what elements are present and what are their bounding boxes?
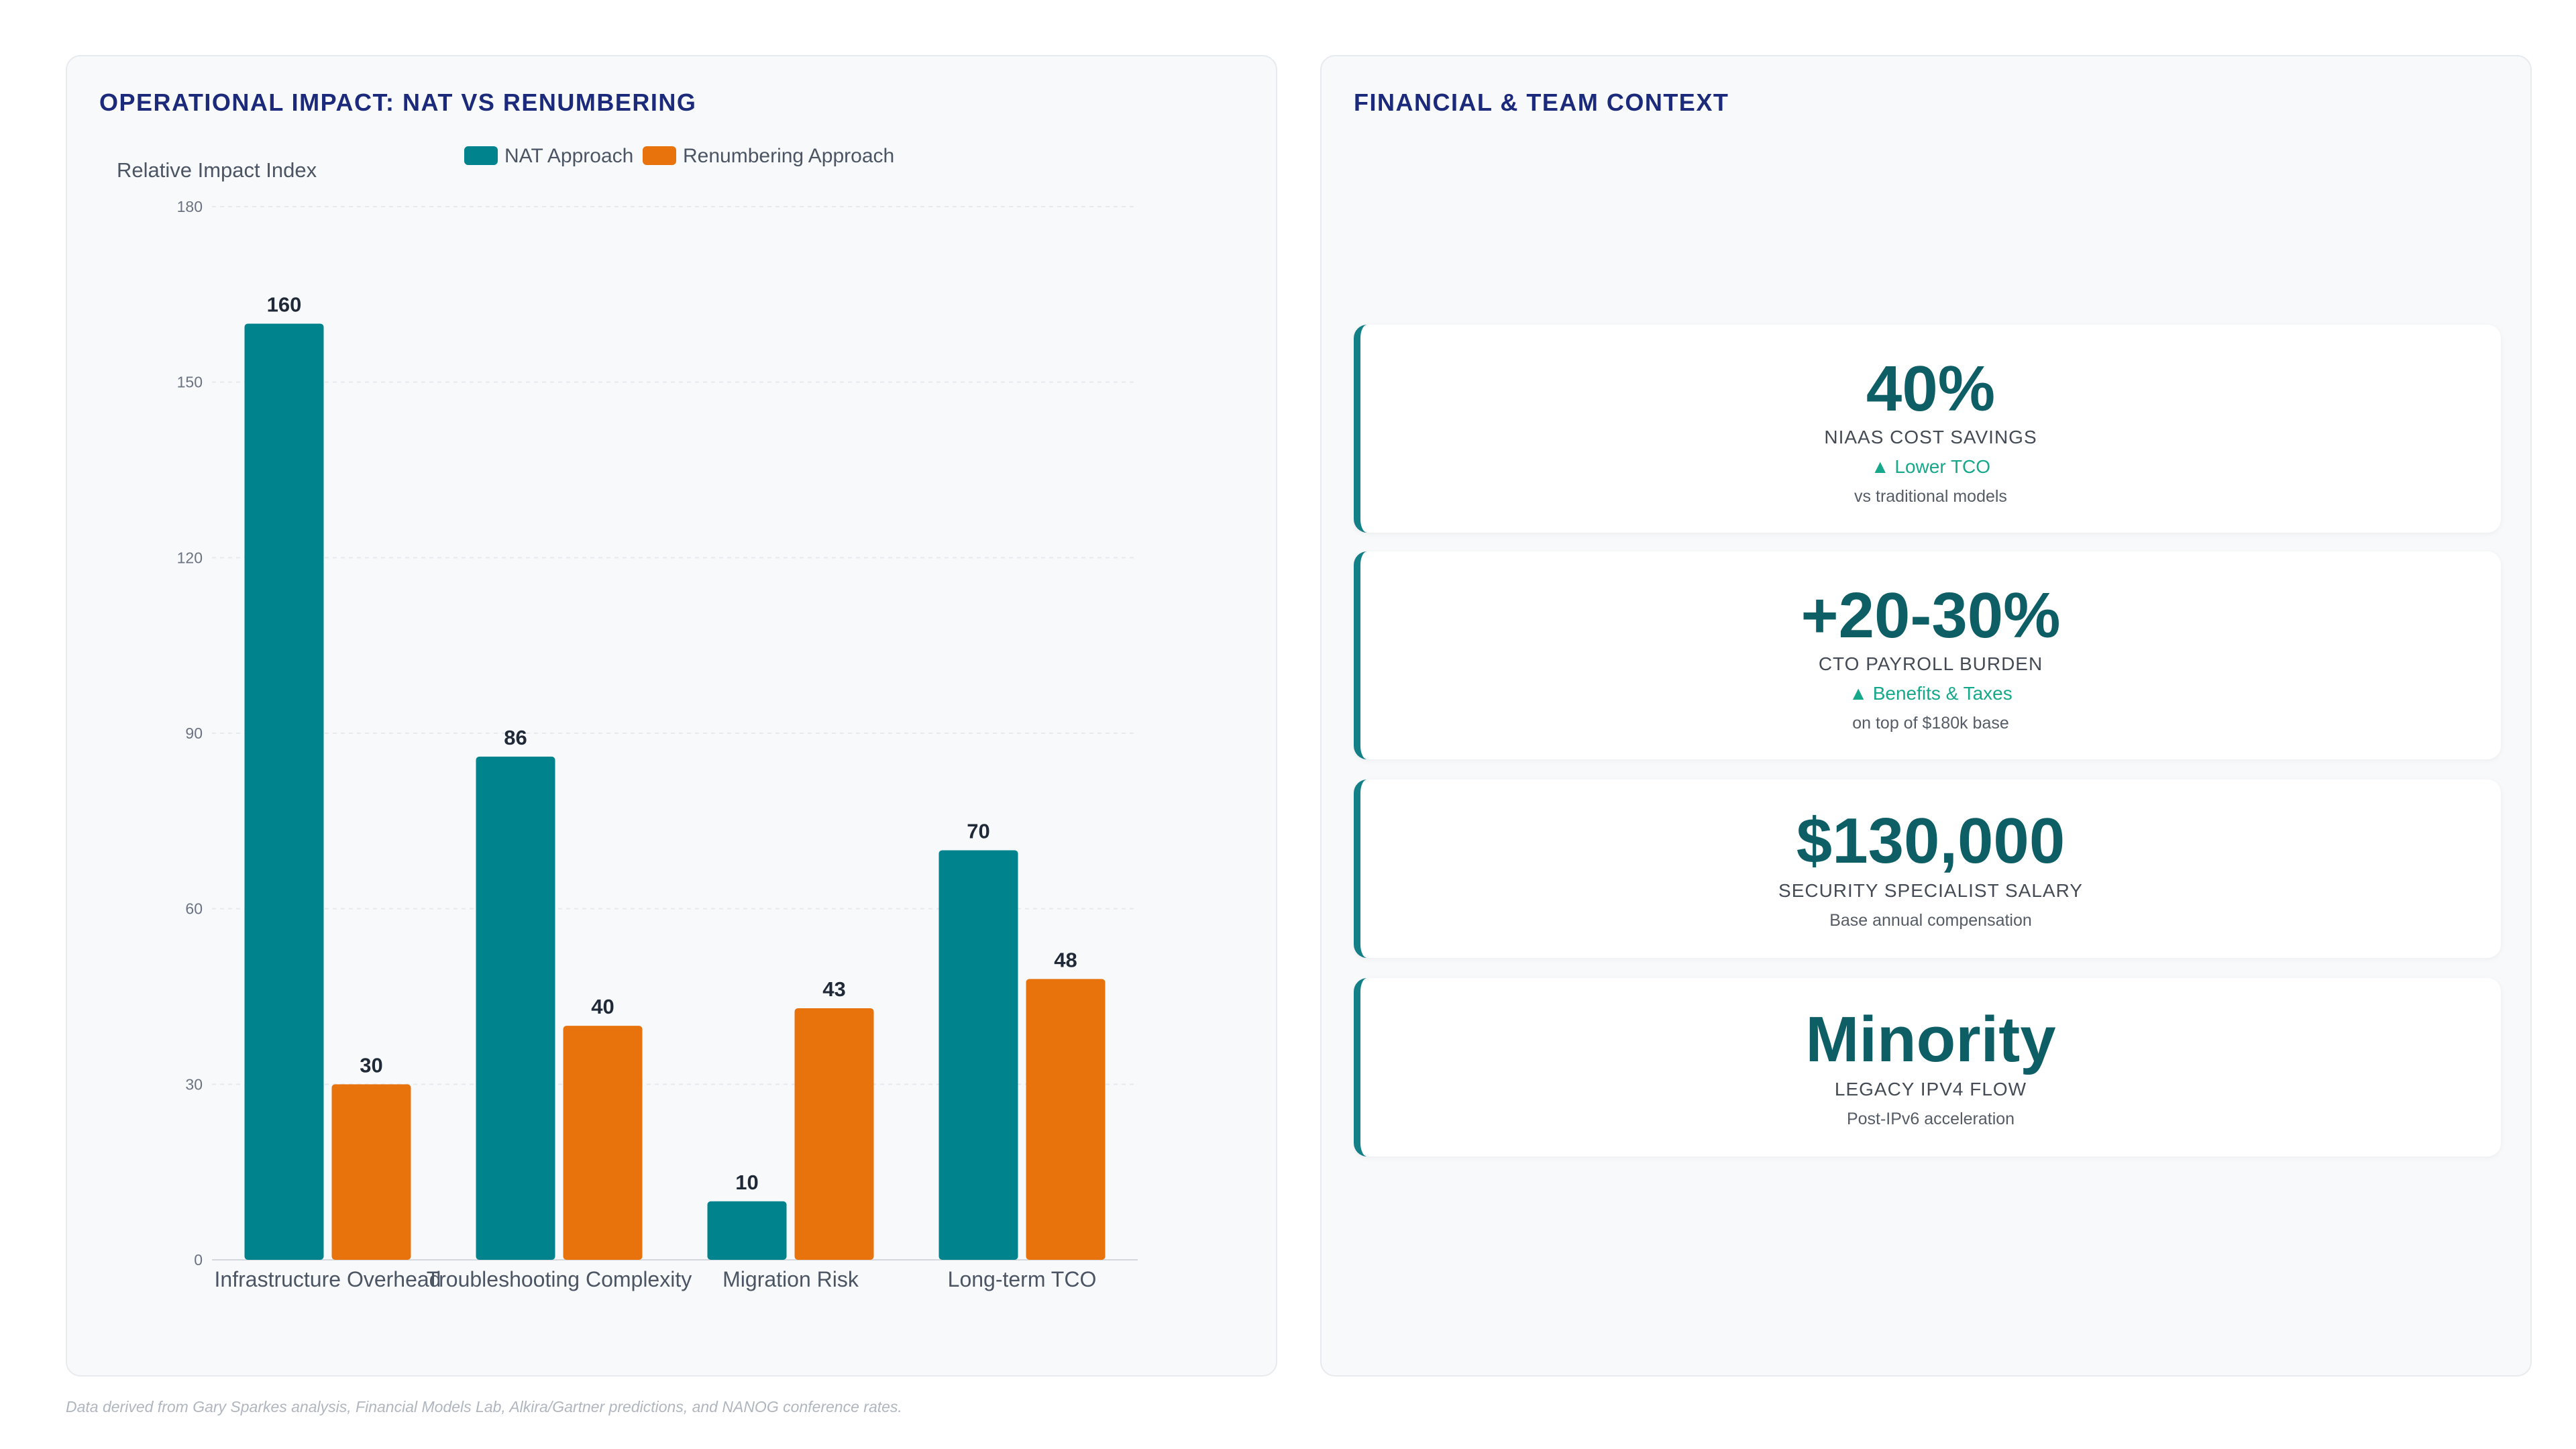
data-label: 30 — [360, 1053, 382, 1077]
y-axis-label: Relative Impact Index — [117, 158, 317, 182]
stat-note: on top of $180k base — [1852, 714, 2009, 733]
data-label: 86 — [504, 726, 527, 749]
x-tick-label: Infrastructure Overhead — [215, 1267, 441, 1291]
bar — [331, 1084, 411, 1260]
stat-label: SECURITY SPECIALIST SALARY — [1778, 880, 2083, 901]
legend-label: NAT Approach — [504, 145, 633, 167]
bar — [707, 1201, 787, 1260]
stat-trend: ▲ Lower TCO — [1870, 456, 1991, 477]
data-label: 43 — [822, 977, 845, 1001]
data-label: 70 — [967, 819, 989, 843]
stat-card-legacy-ipv4: Minority LEGACY IPV4 FLOW Post-IPv6 acce… — [1354, 978, 2501, 1157]
stat-trend: ▲ Benefits & Taxes — [1849, 683, 2012, 704]
y-tick-label: 90 — [185, 724, 203, 742]
bar — [1026, 979, 1106, 1260]
stat-value: +20-30% — [1801, 580, 2061, 651]
data-label: 48 — [1054, 948, 1077, 971]
legend-swatch — [643, 146, 676, 165]
y-tick-label: 120 — [177, 549, 203, 566]
stat-value: Minority — [1805, 1004, 2056, 1075]
y-tick-label: 150 — [177, 374, 203, 391]
stat-value: 40% — [1866, 353, 1996, 425]
stat-note: vs traditional models — [1854, 487, 2007, 506]
x-tick-label: Long-term TCO — [948, 1267, 1097, 1291]
stat-label: LEGACY IPV4 FLOW — [1834, 1079, 2027, 1099]
x-tick-label: Troubleshooting Complexity — [427, 1267, 692, 1291]
y-tick-label: 0 — [194, 1251, 203, 1269]
stats-panel: FINANCIAL & TEAM CONTEXT 40% NIAAS COST … — [1320, 55, 2532, 1377]
stat-label: NIAAS COST SAVINGS — [1824, 427, 2037, 447]
stat-note: Post-IPv6 acceleration — [1846, 1110, 2015, 1128]
stats-panel-title: FINANCIAL & TEAM CONTEXT — [1354, 89, 1729, 116]
bar — [244, 323, 324, 1260]
data-label: 40 — [591, 995, 614, 1018]
data-label: 10 — [735, 1171, 758, 1194]
chart-panel-title: OPERATIONAL IMPACT: NAT VS RENUMBERING — [99, 89, 697, 116]
stat-card-payroll-burden: +20-30% CTO PAYROLL BURDEN ▲ Benefits & … — [1354, 551, 2501, 759]
bar — [938, 850, 1018, 1260]
y-tick-label: 60 — [185, 900, 203, 918]
x-tick-label: Migration Risk — [722, 1267, 859, 1291]
y-tick-label: 30 — [185, 1075, 203, 1093]
stat-label: CTO PAYROLL BURDEN — [1818, 653, 2043, 674]
legend-label: Renumbering Approach — [683, 145, 894, 167]
data-label: 160 — [267, 292, 302, 316]
stat-value: $130,000 — [1796, 805, 2065, 877]
stat-card-security-salary: $130,000 SECURITY SPECIALIST SALARY Base… — [1354, 780, 2501, 958]
bar — [794, 1008, 874, 1260]
y-tick-label: 180 — [177, 198, 203, 215]
legend-swatch — [464, 146, 498, 165]
stat-note: Base annual compensation — [1829, 911, 2032, 930]
bar-chart: 0 30 60 90 120 150 180 Relative Impact Index NAT… — [117, 145, 1138, 1291]
source-footnote: Data derived from Gary Sparkes analysis,… — [66, 1398, 902, 1415]
bar — [563, 1026, 643, 1260]
stat-card-cost-savings: 40% NIAAS COST SAVINGS ▲ Lower TCO vs tr… — [1354, 325, 2501, 533]
chart-panel: OPERATIONAL IMPACT: NAT VS RENUMBERING 0… — [66, 55, 1277, 1377]
bar — [476, 756, 555, 1260]
